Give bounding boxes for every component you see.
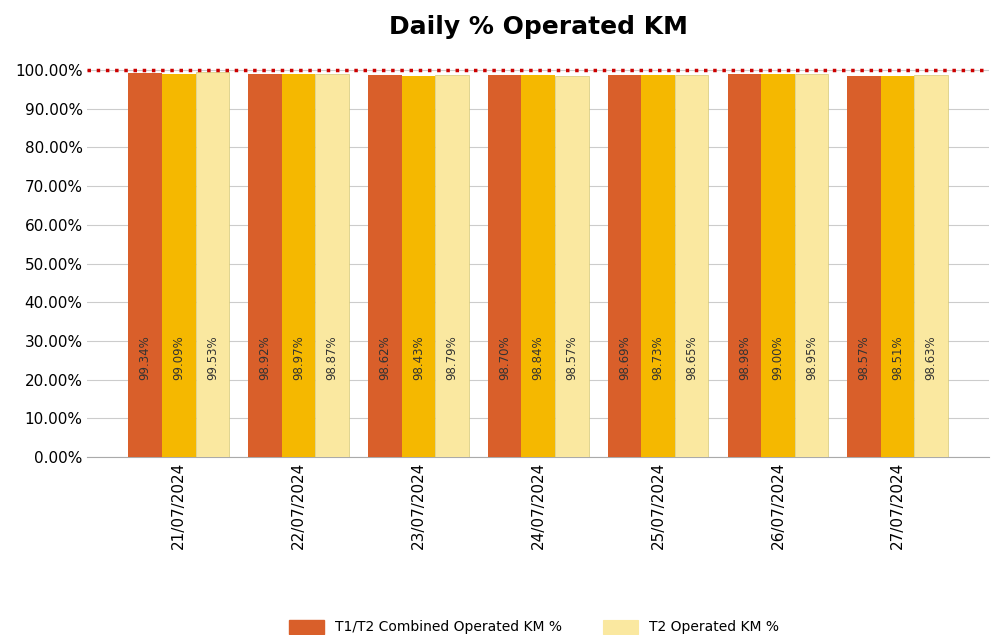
Bar xyxy=(128,72,161,457)
Bar xyxy=(555,76,588,457)
Bar xyxy=(880,76,914,457)
Text: 98.69%: 98.69% xyxy=(618,335,630,380)
Bar xyxy=(401,76,434,457)
Text: 99.00%: 99.00% xyxy=(770,335,783,380)
Text: 98.62%: 98.62% xyxy=(378,335,391,380)
Bar xyxy=(161,74,196,457)
Text: 98.92%: 98.92% xyxy=(259,335,271,380)
Text: 98.57%: 98.57% xyxy=(857,335,870,380)
Bar xyxy=(674,76,708,457)
Bar xyxy=(315,74,349,457)
Text: 98.65%: 98.65% xyxy=(684,335,697,380)
Text: 98.70%: 98.70% xyxy=(497,335,511,380)
Text: 98.87%: 98.87% xyxy=(325,335,338,380)
Bar xyxy=(434,75,468,457)
Bar xyxy=(914,76,947,457)
Text: 98.57%: 98.57% xyxy=(565,335,578,380)
Bar xyxy=(607,75,641,457)
Text: 98.63%: 98.63% xyxy=(924,335,937,380)
Bar xyxy=(196,72,229,457)
Text: 98.84%: 98.84% xyxy=(532,335,545,380)
Text: 98.79%: 98.79% xyxy=(445,335,458,380)
Text: 98.43%: 98.43% xyxy=(411,335,424,380)
Bar xyxy=(368,76,401,457)
Text: 99.34%: 99.34% xyxy=(138,335,151,380)
Text: 98.97%: 98.97% xyxy=(292,335,305,380)
Bar xyxy=(487,75,521,457)
Legend: T1/T2 Combined Operated KM %, T1 Operated KM %, T2 Operated KM %, Operated KM Ta: T1/T2 Combined Operated KM %, T1 Operate… xyxy=(283,614,792,635)
Text: 98.51%: 98.51% xyxy=(891,335,904,380)
Text: 98.95%: 98.95% xyxy=(804,335,817,380)
Text: 98.73%: 98.73% xyxy=(651,335,664,380)
Text: 99.09%: 99.09% xyxy=(173,335,186,380)
Title: Daily % Operated KM: Daily % Operated KM xyxy=(388,15,687,39)
Bar xyxy=(793,74,827,457)
Bar xyxy=(727,74,760,457)
Bar xyxy=(847,76,880,457)
Bar xyxy=(282,74,315,457)
Text: 98.98%: 98.98% xyxy=(737,335,750,380)
Bar xyxy=(760,74,793,457)
Bar xyxy=(521,74,555,457)
Text: 99.53%: 99.53% xyxy=(206,335,219,380)
Bar xyxy=(641,75,674,457)
Bar xyxy=(248,74,282,457)
